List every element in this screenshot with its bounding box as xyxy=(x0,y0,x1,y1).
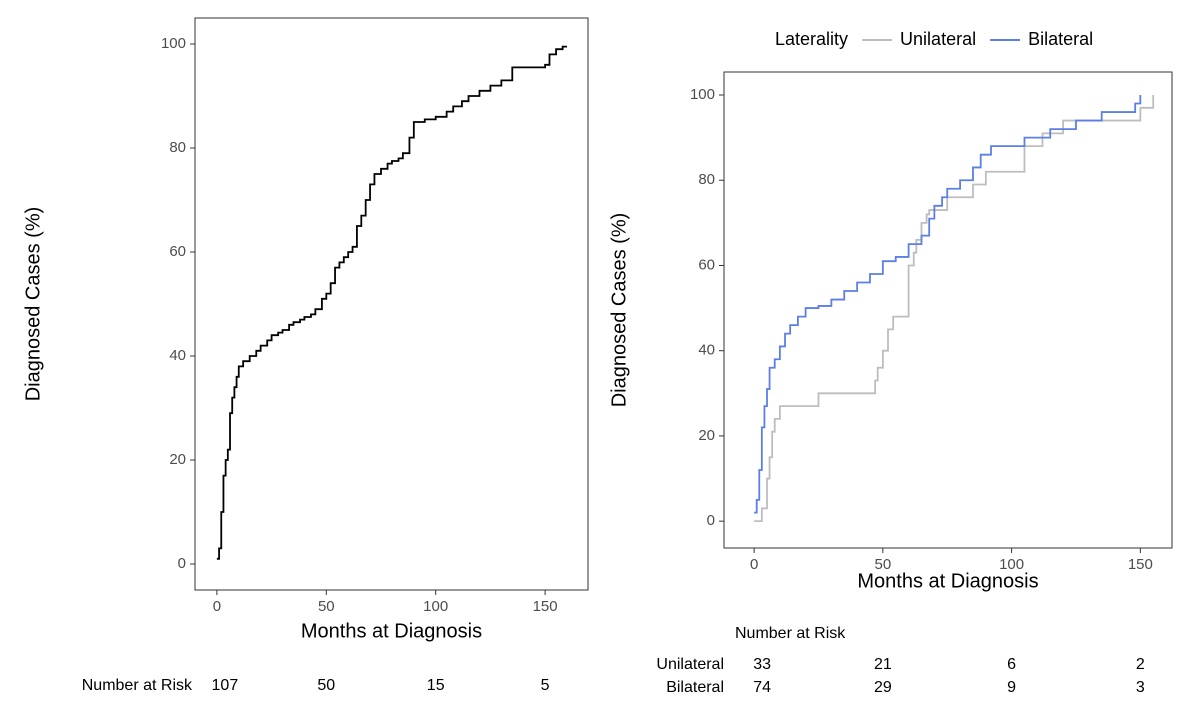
risk-value: 9 xyxy=(1007,679,1016,696)
x-tick-label: 100 xyxy=(999,556,1024,573)
x-tick-label: 150 xyxy=(1128,556,1153,573)
x-tick-label: 0 xyxy=(213,598,221,615)
y-tick-label: 80 xyxy=(169,139,186,156)
legend-label: Bilateral xyxy=(1028,29,1093,49)
step-line xyxy=(216,45,567,560)
x-tick-label: 150 xyxy=(533,598,558,615)
y-tick-label: 0 xyxy=(707,512,715,529)
legend-label: Unilateral xyxy=(900,29,976,49)
legend-title: Laterality xyxy=(775,29,848,49)
y-tick-label: 40 xyxy=(698,342,715,359)
y-tick-label: 20 xyxy=(698,427,715,444)
y-tick-label: 0 xyxy=(178,555,186,572)
risk-value: 3 xyxy=(1136,679,1145,696)
risk-row-name: Unilateral xyxy=(656,656,724,673)
x-tick-label: 50 xyxy=(318,598,335,615)
risk-value: 33 xyxy=(753,656,771,673)
y-tick-label: 100 xyxy=(690,86,715,103)
y-tick-label: 100 xyxy=(161,35,186,52)
risk-value: 107 xyxy=(212,677,239,694)
risk-table-title: Number at Risk xyxy=(82,677,193,694)
x-axis-title: Months at Diagnosis xyxy=(301,620,482,642)
risk-value: 21 xyxy=(874,656,892,673)
risk-value: 29 xyxy=(874,679,892,696)
risk-value: 50 xyxy=(317,677,335,694)
y-tick-label: 60 xyxy=(169,243,186,260)
y-tick-label: 60 xyxy=(698,256,715,273)
risk-value: 2 xyxy=(1136,656,1145,673)
y-tick-label: 20 xyxy=(169,451,186,468)
risk-value: 6 xyxy=(1007,656,1016,673)
risk-table-title: Number at Risk xyxy=(735,625,846,642)
y-axis-title: Diagnosed Cases (%) xyxy=(22,207,44,402)
risk-value: 74 xyxy=(753,679,771,696)
y-tick-label: 40 xyxy=(169,347,186,364)
x-tick-label: 0 xyxy=(750,556,758,573)
plot-frame xyxy=(194,17,589,591)
step-line xyxy=(754,95,1142,514)
risk-row-name: Bilateral xyxy=(666,679,724,696)
risk-value: 5 xyxy=(541,677,550,694)
y-tick-label: 80 xyxy=(698,171,715,188)
x-axis-title: Months at Diagnosis xyxy=(857,570,1038,592)
x-tick-label: 100 xyxy=(423,598,448,615)
step-line xyxy=(754,95,1155,523)
y-axis-title: Diagnosed Cases (%) xyxy=(608,213,630,408)
x-tick-label: 50 xyxy=(875,556,892,573)
plot-frame xyxy=(723,71,1173,549)
risk-value: 15 xyxy=(427,677,445,694)
